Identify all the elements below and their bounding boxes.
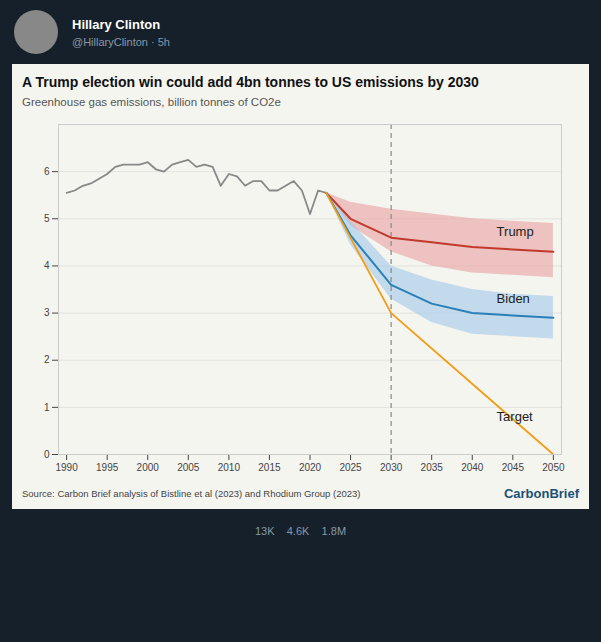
html-text:Greenhouse gas emissions, bill: Greenhouse gas emissions, billion tonnes… (22, 96, 281, 108)
svg-text:2015: 2015 (258, 462, 281, 473)
svg-text:2035: 2035 (421, 462, 444, 473)
svg-text:1995: 1995 (96, 462, 119, 473)
svg-text:3: 3 (44, 307, 50, 318)
svg-text:2040: 2040 (461, 462, 484, 473)
html-text:Hillary Clinton: Hillary Clinton (72, 16, 161, 32)
html-text:CarbonBrief: CarbonBrief (503, 486, 579, 501)
svg-text:4: 4 (44, 260, 50, 271)
svg-text:2030: 2030 (380, 462, 403, 473)
svg-text:Target: Target (497, 409, 534, 424)
html-text:13K 4.6K 1.8M: 13K 4.6K 1.8M (254, 525, 346, 537)
svg-text:Trump: Trump (497, 224, 534, 239)
svg-text:1990: 1990 (55, 462, 78, 473)
svg-text:2010: 2010 (218, 462, 241, 473)
svg-text:2050: 2050 (542, 462, 565, 473)
svg-text:2020: 2020 (299, 462, 322, 473)
svg-text:1: 1 (44, 402, 50, 413)
svg-text:2045: 2045 (502, 462, 525, 473)
svg-text:Biden: Biden (497, 291, 530, 306)
svg-text:5: 5 (44, 213, 50, 224)
svg-text:2005: 2005 (177, 462, 200, 473)
svg-text:6: 6 (44, 166, 50, 177)
html-text:Source: Carbon Brief analysis: Source: Carbon Brief analysis of Bistlin… (22, 488, 361, 499)
html-text:A Trump election win could add: A Trump election win could add 4bn tonne… (22, 74, 479, 90)
svg-text:0: 0 (44, 449, 50, 460)
svg-text:2: 2 (44, 354, 50, 365)
html-text:@HillaryClinton · 5h: @HillaryClinton · 5h (72, 35, 170, 48)
svg-text:2000: 2000 (137, 462, 160, 473)
svg-text:2025: 2025 (339, 462, 362, 473)
